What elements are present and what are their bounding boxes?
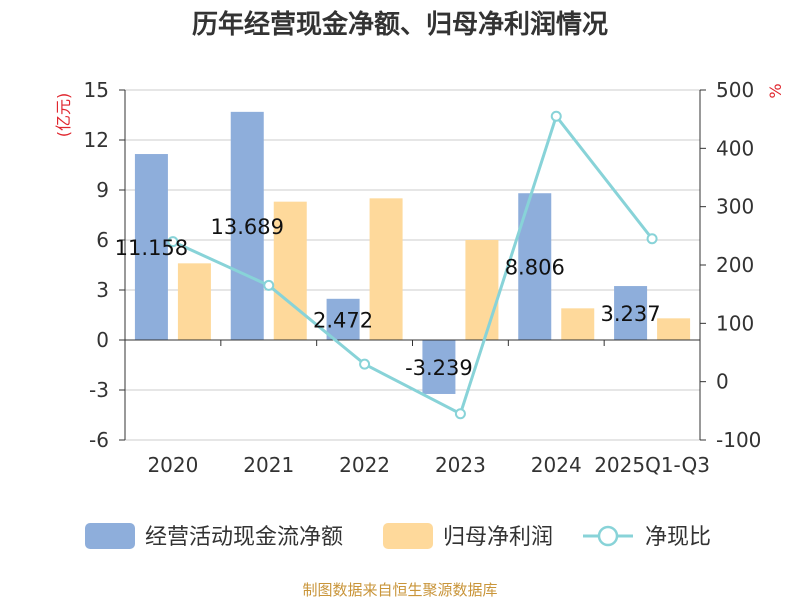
ratio-point[interactable] [167,236,179,248]
legend-marker [597,525,619,547]
cashflow-data-label: 2.472 [313,308,373,332]
right-tick-label: 300 [716,195,754,219]
legend-item[interactable]: 净现比 [583,525,711,550]
legend-item[interactable]: 经营活动现金流净额 [85,523,343,550]
bar-net-profit[interactable] [369,198,403,340]
right-tick-label: 200 [716,253,754,277]
bar-net-profit[interactable] [657,318,691,340]
ratio-point[interactable] [550,110,562,122]
left-tick-label: 9 [96,178,109,202]
x-tick-label: 2025Q1-Q3 [594,453,710,477]
legend[interactable]: 经营活动现金流净额 归母净利润 净现比 [85,523,711,550]
bar-cashflow[interactable] [230,111,264,340]
right-tick-label: 100 [716,311,754,335]
left-tick-label: 6 [96,228,109,252]
bars [134,111,691,394]
x-tick-label: 2024 [531,453,582,477]
legend-label: 净现比 [645,525,711,550]
left-tick-label: -6 [89,428,109,452]
data-labels: 11.158 13.689 2.472 -3.239 8.806 3.237 [115,215,661,380]
right-tick-label: 400 [716,136,754,160]
cashflow-data-label: 11.158 [115,236,188,260]
bar-cashflow[interactable] [422,340,456,394]
ratio-point[interactable] [454,408,466,420]
cashflow-data-label: 13.689 [211,215,284,239]
bar-cashflow[interactable] [326,298,360,340]
ratio-line-path [172,113,654,416]
x-tick-label: 2021 [243,453,294,477]
bar-cashflow[interactable] [134,154,168,340]
cashflow-data-label: 8.806 [505,256,565,280]
left-tick-label: 3 [96,278,109,302]
ratio-point[interactable] [359,358,371,370]
bar-cashflow[interactable] [614,286,648,340]
bar-net-profit[interactable] [465,240,499,340]
legend-swatch [85,523,135,549]
chart-title: 历年经营现金净额、归母净利润情况 [192,9,608,40]
ratio-line [167,110,658,420]
legend-swatch [383,523,433,549]
x-tick-label: 2022 [339,453,390,477]
ratio-point[interactable] [646,233,658,245]
legend-item[interactable]: 归母净利润 [383,523,553,550]
ratio-point[interactable] [263,279,275,291]
axes: 15 12 9 6 3 0 -3 -6 500 400 300 200 100 0 -100 (亿元)% 202… [54,78,785,477]
right-tick-label: 0 [716,370,729,394]
left-tick-label: 0 [96,328,109,352]
cashflow-data-label: 3.237 [601,302,661,326]
left-tick-label: -3 [89,378,109,402]
left-tick-label: 15 [84,78,109,102]
source-note: 制图数据来自恒生聚源数据库 [302,581,497,599]
x-tick-label: 2020 [147,453,198,477]
legend-label: 归母净利润 [443,525,553,550]
left-axis-unit: (亿元) [54,93,73,138]
x-tick-label: 2023 [435,453,486,477]
left-tick-label: 12 [84,128,109,152]
right-tick-label: 500 [716,78,754,102]
legend-label: 经营活动现金流净额 [145,525,343,550]
right-axis-unit: % [766,83,785,98]
cashflow-data-label: -3.239 [405,356,473,380]
bar-net-profit[interactable] [561,308,595,340]
right-tick-label: -100 [716,428,761,452]
bar-net-profit[interactable] [177,263,211,340]
bar-net-profit[interactable] [273,201,307,340]
